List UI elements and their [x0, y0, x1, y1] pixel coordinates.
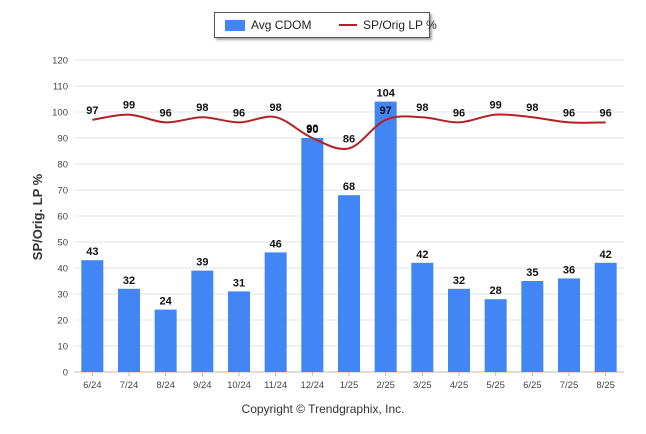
- y-tick-label: 90: [57, 134, 68, 145]
- legend-bar-swatch: [225, 20, 245, 31]
- x-tick-label: 10/24: [227, 380, 251, 391]
- legend-line-label: SP/Orig LP %: [363, 18, 437, 32]
- line-value-label: 98: [196, 102, 208, 114]
- x-tick-label: 5/25: [486, 380, 505, 391]
- line-value-label: 98: [526, 102, 538, 114]
- line-value-label: 97: [380, 105, 392, 117]
- x-tick-label: 12/24: [300, 380, 324, 391]
- x-tick-label: 1/25: [340, 380, 359, 391]
- x-tick-label: 9/24: [193, 380, 212, 391]
- bar-value-label: 32: [123, 275, 135, 287]
- x-tick-label: 4/25: [450, 380, 469, 391]
- x-tick-label: 11/24: [264, 380, 287, 391]
- y-tick-label: 20: [57, 316, 68, 327]
- bar: [265, 252, 287, 372]
- bar: [595, 263, 617, 372]
- bar-value-label: 104: [376, 88, 395, 100]
- bar: [485, 299, 507, 372]
- y-tick-label: 0: [63, 368, 68, 379]
- bar-value-label: 31: [233, 277, 245, 289]
- y-tick-label: 100: [52, 108, 68, 119]
- line-value-label: 96: [563, 107, 575, 119]
- y-tick-label: 70: [57, 186, 68, 197]
- y-tick-label: 60: [57, 212, 68, 223]
- copyright-text: Copyright © Trendgraphix, Inc.: [0, 402, 646, 416]
- x-tick-label: 6/25: [523, 380, 542, 391]
- line-value-label: 96: [160, 107, 172, 119]
- line-value-label: 96: [453, 107, 465, 119]
- bar: [155, 310, 177, 372]
- bar-value-label: 46: [270, 238, 282, 250]
- x-tick-label: 2/25: [376, 380, 395, 391]
- x-tick-label: 6/24: [83, 380, 102, 391]
- bar-value-label: 28: [490, 285, 502, 297]
- bar: [375, 102, 397, 372]
- bar: [228, 291, 250, 372]
- bar-value-label: 39: [196, 257, 208, 269]
- bar: [411, 263, 433, 372]
- y-tick-label: 40: [57, 264, 68, 275]
- bar: [521, 281, 543, 372]
- x-tick-label: 7/24: [120, 380, 139, 391]
- y-axis-label: SP/Orig. LP %: [30, 173, 45, 260]
- bar: [448, 289, 470, 372]
- line-value-label: 99: [123, 100, 135, 112]
- line-value-label: 86: [343, 133, 355, 145]
- bar-value-label: 42: [416, 249, 428, 261]
- bar-value-label: 35: [526, 267, 538, 279]
- legend: Avg CDOM SP/Orig LP %: [214, 12, 430, 38]
- line-value-label: 90: [306, 123, 318, 135]
- bar-value-label: 43: [86, 246, 98, 258]
- bar: [118, 289, 140, 372]
- bar: [558, 278, 580, 372]
- line-value-label: 98: [270, 102, 282, 114]
- bar: [191, 271, 213, 372]
- legend-line-swatch: [339, 24, 357, 26]
- bar: [301, 138, 323, 372]
- x-tick-label: 7/25: [560, 380, 579, 391]
- line-value-label: 99: [490, 100, 502, 112]
- y-tick-label: 50: [57, 238, 68, 249]
- y-tick-label: 30: [57, 290, 68, 301]
- line-value-label: 97: [86, 105, 98, 117]
- y-axis-ticks: 0 10 20 30 40 50 60 70 80 90 100 110 120: [52, 56, 68, 379]
- y-tick-label: 110: [53, 82, 68, 93]
- bar-value-label: 24: [160, 296, 173, 308]
- bar: [338, 195, 360, 372]
- x-tick-label: 8/25: [596, 380, 615, 391]
- y-tick-label: 80: [57, 160, 68, 171]
- bar-value-label: 68: [343, 181, 355, 193]
- legend-bar-label: Avg CDOM: [251, 18, 311, 32]
- y-tick-label: 10: [57, 342, 68, 353]
- y-tick-label: 120: [52, 56, 68, 67]
- x-axis-ticks: 6/24 7/24 8/24 9/24 10/24 11/24 12/24 1/25 2/25 3…: [83, 372, 615, 391]
- line-value-label: 96: [600, 107, 612, 119]
- x-tick-label: 3/25: [413, 380, 432, 391]
- x-tick-label: 8/24: [156, 380, 175, 391]
- line-value-label: 98: [416, 102, 428, 114]
- bar-value-label: 36: [563, 264, 575, 276]
- bar-value-label: 42: [600, 249, 612, 261]
- bar-value-label: 32: [453, 275, 465, 287]
- line-value-label: 96: [233, 107, 245, 119]
- bar: [81, 260, 103, 372]
